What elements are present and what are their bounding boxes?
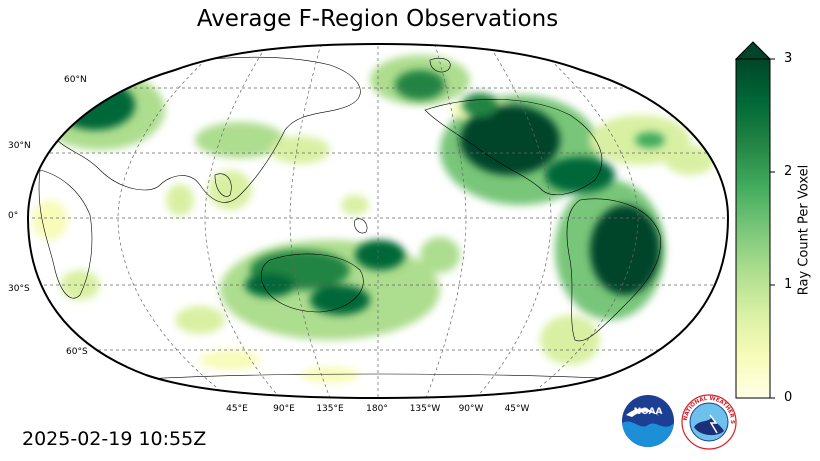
colorbar-tick-label: 0 bbox=[784, 390, 793, 405]
map-boundary bbox=[26, 42, 730, 400]
observation-density-dense bbox=[55, 70, 665, 315]
noaa-logo: NOAA bbox=[622, 395, 674, 447]
lon-label: 180° bbox=[366, 404, 388, 414]
noaa-logo-text: NOAA bbox=[634, 407, 663, 417]
colorbar-tick-label: 3 bbox=[784, 51, 793, 66]
lat-label: 60°S bbox=[66, 347, 88, 357]
colorbar-extend-triangle bbox=[734, 41, 772, 60]
colorbar-label: Ray Count Per Voxel bbox=[796, 164, 812, 296]
lon-label: 90°E bbox=[273, 404, 295, 414]
lon-label: 135°W bbox=[409, 404, 441, 414]
graticule bbox=[28, 44, 728, 398]
lat-label: 30°S bbox=[8, 284, 30, 294]
lon-label: 135°E bbox=[316, 404, 344, 414]
lat-label: 30°N bbox=[8, 141, 31, 151]
lon-label: 90°W bbox=[458, 404, 484, 414]
chart-title: Average F-Region Observations bbox=[196, 6, 559, 32]
nws-logo: NATIONAL WEATHER SERVICE bbox=[680, 393, 737, 450]
lon-label: 45°E bbox=[226, 404, 248, 414]
colorbar-gradient bbox=[735, 58, 771, 399]
colorbar-tick-label: 2 bbox=[784, 164, 793, 179]
coastlines bbox=[38, 56, 661, 381]
map-data-layer bbox=[28, 44, 728, 398]
colorbar-tick-label: 1 bbox=[784, 277, 793, 292]
lon-label: 45°W bbox=[504, 404, 530, 414]
colorbar-ticks bbox=[770, 58, 775, 399]
lat-label: 0° bbox=[8, 211, 19, 221]
timestamp: 2025-02-19 10:55Z bbox=[22, 428, 207, 450]
lat-label: 60°N bbox=[64, 75, 87, 85]
